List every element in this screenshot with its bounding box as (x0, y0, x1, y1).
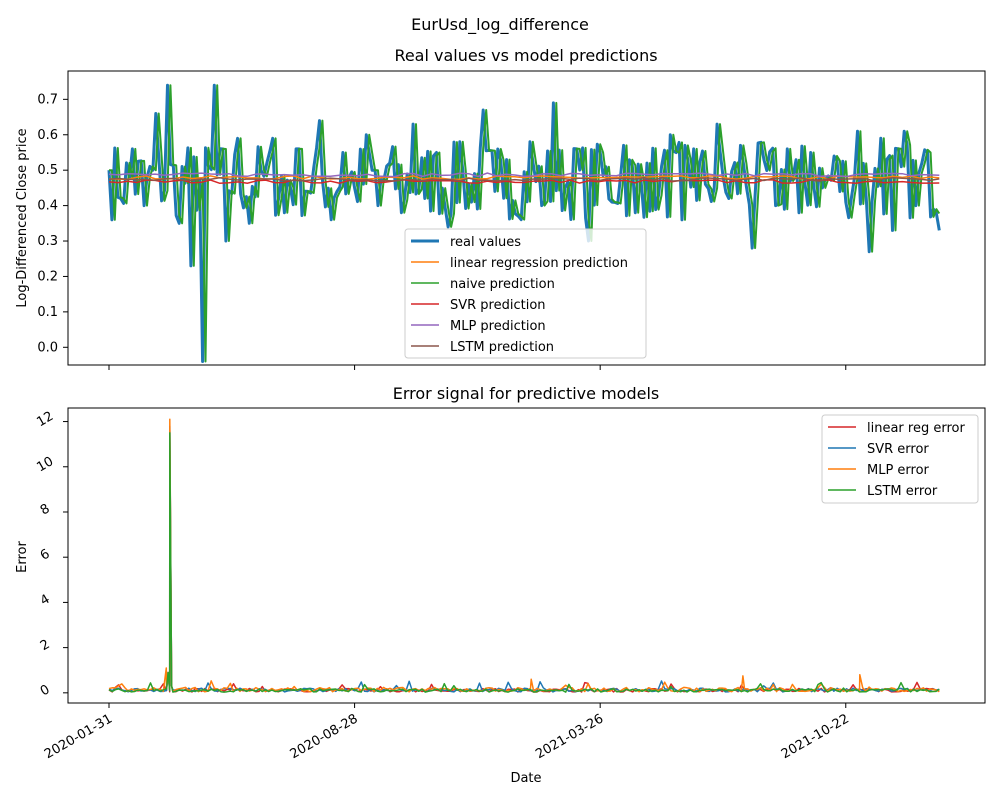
bottom-chart-ylabel: Error (15, 541, 30, 573)
top-ytick-label: 0.4 (37, 199, 58, 214)
linear-regression-prediction-line (108, 175, 940, 181)
top-chart-ylabel: Log-Differenced Close price (15, 128, 30, 307)
svr-prediction-line (108, 179, 940, 185)
bottom-legend-label: linear reg error (867, 421, 965, 436)
top-legend-label: linear regression prediction (450, 256, 628, 271)
bottom-legend-label: MLP error (867, 463, 930, 478)
top-ytick-label: 0.6 (37, 128, 58, 143)
top-ytick-label: 0.2 (37, 269, 58, 284)
mlp-prediction-line (108, 172, 940, 178)
bottom-ytick-label: 12 (34, 409, 56, 430)
top-ytick-label: 0.3 (37, 234, 58, 249)
lstm-error-line (108, 432, 940, 693)
top-ytick-label: 0.7 (37, 92, 58, 107)
bottom-legend: linear reg error SVR error MLP error LSTM e… (821, 414, 979, 504)
bottom-legend-label: SVR error (867, 442, 929, 457)
bottom-legend-box (821, 414, 979, 504)
top-legend-label: SVR prediction (450, 298, 546, 313)
bottom-legend-label: LSTM error (867, 484, 938, 499)
top-legend: real values linear regression prediction n… (404, 228, 647, 359)
bottom-chart-xlabel: Date (510, 771, 541, 786)
top-ytick-label: 0.1 (37, 305, 58, 320)
top-legend-box (404, 228, 647, 359)
top-legend-label: MLP prediction (450, 319, 546, 334)
top-legend-label: LSTM prediction (450, 340, 554, 355)
top-ytick-label: 0.0 (37, 340, 58, 355)
bottom-ytick-label: 10 (34, 454, 56, 475)
top-chart-panel: Real values vs model predictions Log-Dif… (15, 46, 986, 370)
top-axes-frame (67, 70, 986, 366)
figure-suptitle: EurUsd_log_difference (411, 15, 589, 35)
naive-prediction-line (109, 84, 941, 363)
top-legend-label: real values (450, 235, 521, 250)
top-chart-title: Real values vs model predictions (394, 46, 657, 65)
top-ytick-label: 0.5 (37, 163, 58, 178)
bottom-axes-frame (67, 407, 986, 704)
lstm-prediction-line (108, 176, 940, 182)
top-legend-label: naive prediction (450, 277, 555, 292)
bottom-chart-title: Error signal for predictive models (393, 384, 659, 403)
